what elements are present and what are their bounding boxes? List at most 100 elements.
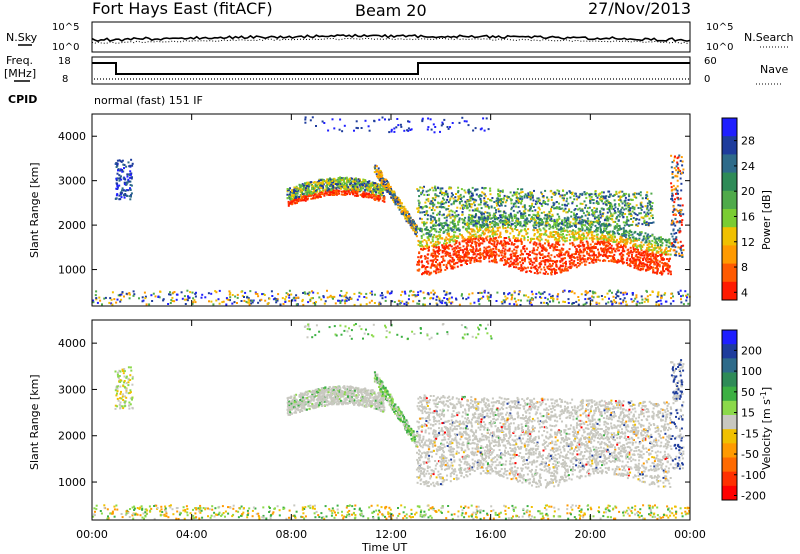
power-cell xyxy=(627,204,630,207)
power-cell xyxy=(587,257,590,260)
power-cell xyxy=(515,266,518,269)
power-cell xyxy=(634,265,637,268)
power-cell xyxy=(521,188,524,191)
power-cell xyxy=(550,245,553,247)
power-cell xyxy=(562,269,565,272)
power-cell xyxy=(602,202,605,205)
power-cell xyxy=(610,212,613,215)
power-cell xyxy=(632,258,635,261)
power-cell xyxy=(523,235,526,238)
power-cell xyxy=(432,197,435,200)
power-cell xyxy=(423,255,426,258)
power-cell xyxy=(329,184,332,187)
power-cell xyxy=(538,208,541,211)
power-cell xyxy=(445,253,448,256)
power-cell xyxy=(411,220,414,223)
power-cell xyxy=(433,218,436,221)
power-cell xyxy=(558,190,561,193)
power-cell xyxy=(518,267,521,270)
power-cell xyxy=(582,251,585,254)
power-cell xyxy=(493,261,496,264)
power-cell xyxy=(533,189,535,192)
power-cell xyxy=(617,249,620,252)
power-cell xyxy=(506,241,509,244)
power-cell xyxy=(567,202,570,205)
power-cell xyxy=(557,267,560,270)
power-cell xyxy=(629,264,632,267)
station-title: Fort Hays East (fitACF) xyxy=(92,0,273,18)
power-cell xyxy=(499,219,502,221)
power-cell xyxy=(322,183,325,186)
power-cell xyxy=(494,251,497,254)
power-cell xyxy=(378,189,381,192)
power-cell xyxy=(447,195,449,198)
power-cell xyxy=(513,243,516,245)
power-cell xyxy=(524,208,527,211)
power-cell xyxy=(481,186,484,189)
power-cell xyxy=(346,181,349,184)
power-cell xyxy=(572,229,575,232)
power-cell xyxy=(377,174,380,177)
power-cell xyxy=(479,217,482,220)
power-cell xyxy=(651,251,654,254)
power-cell xyxy=(502,198,505,201)
power-cell xyxy=(513,248,516,251)
power-cell xyxy=(443,192,445,194)
power-cell xyxy=(296,192,299,195)
power-cell xyxy=(458,254,460,256)
power-cell xyxy=(515,251,518,254)
power-cell xyxy=(534,214,537,217)
power-cell xyxy=(650,265,653,268)
power-cell xyxy=(574,224,577,227)
power-cell xyxy=(645,241,648,244)
power-cell xyxy=(522,268,525,271)
power-cell xyxy=(504,216,507,219)
power-cell xyxy=(638,259,641,261)
power-cell xyxy=(437,201,439,204)
power-cell xyxy=(474,222,477,225)
power-cell xyxy=(669,248,672,251)
power-cell xyxy=(529,206,532,209)
power-cell xyxy=(458,233,461,236)
power-cell xyxy=(297,200,300,203)
power-cell xyxy=(588,223,590,226)
power-cell xyxy=(571,202,574,205)
power-cell xyxy=(633,206,636,209)
power-cell xyxy=(649,252,652,255)
power-cell xyxy=(577,227,580,230)
power-cell xyxy=(554,260,556,263)
power-cell xyxy=(636,258,639,261)
power-cell xyxy=(518,210,521,213)
power-cell xyxy=(474,208,477,211)
power-cell xyxy=(635,238,638,240)
power-cell xyxy=(486,224,489,227)
power-cell xyxy=(356,183,359,186)
power-cell xyxy=(465,259,468,262)
power-cell xyxy=(417,189,420,192)
power-cell xyxy=(466,251,469,254)
power-cell xyxy=(667,253,670,256)
power-cell xyxy=(591,238,594,241)
power-cell xyxy=(570,211,573,213)
power-cell xyxy=(375,173,378,176)
power-cell xyxy=(657,250,660,253)
power-cell xyxy=(582,221,584,224)
power-cell xyxy=(382,184,385,187)
power-cell xyxy=(532,247,535,250)
power-cell xyxy=(523,210,526,213)
power-cell xyxy=(419,217,422,220)
power-cell xyxy=(474,242,477,245)
power-cell xyxy=(349,183,351,186)
power-cell xyxy=(641,223,644,226)
power-cell xyxy=(545,220,548,223)
power-cell xyxy=(564,237,566,240)
power-cell xyxy=(612,255,614,258)
power-cell xyxy=(609,214,612,217)
power-cell xyxy=(650,214,653,217)
power-cell xyxy=(608,231,610,234)
power-cell xyxy=(449,263,452,266)
power-cell xyxy=(597,194,600,197)
power-cell xyxy=(584,229,587,232)
power-cell xyxy=(599,236,602,239)
power-cell xyxy=(434,196,437,199)
